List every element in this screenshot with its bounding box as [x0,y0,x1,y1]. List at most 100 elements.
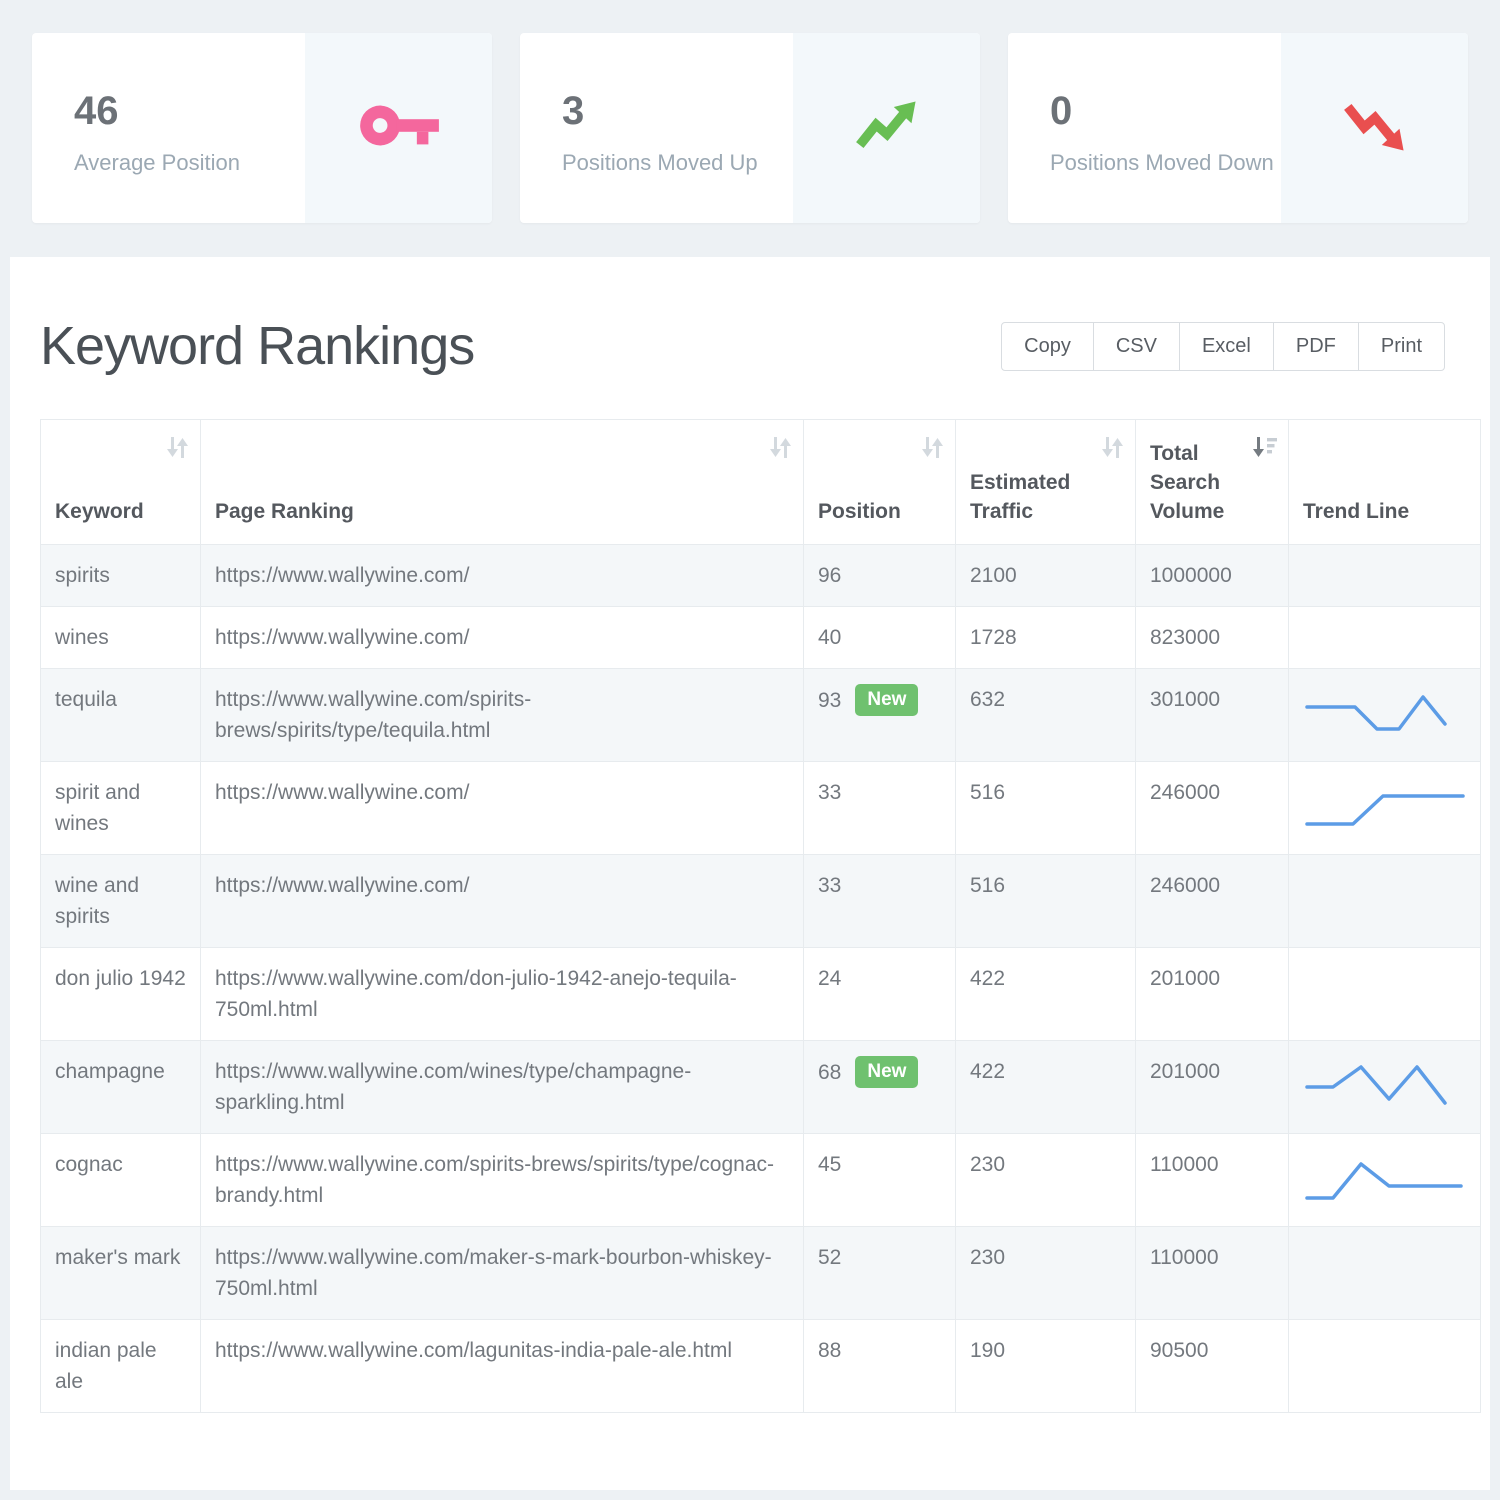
card-icon-section [305,33,492,223]
keyword-cell: cognac [40,1133,201,1227]
page-ranking-cell: https://www.wallywine.com/spirits-brews/… [200,1133,804,1227]
page-ranking-cell: https://www.wallywine.com/spirits-brews/… [200,668,804,762]
column-header-page-ranking[interactable]: Page Ranking [200,419,804,545]
page-ranking-cell: https://www.wallywine.com/don-julio-1942… [200,947,804,1041]
column-header-keyword[interactable]: Keyword [40,419,201,545]
position-cell: 52 [803,1226,956,1320]
keyword-cell: champagne [40,1040,201,1134]
column-header-total-search-volume[interactable]: Total Search Volume [1135,419,1289,545]
position-cell: 93 New [803,668,956,762]
panel-header: Keyword Rankings Copy CSV Excel PDF Prin… [10,257,1490,377]
position-cell: 40 [803,606,956,669]
page-ranking-cell: https://www.wallywine.com/ [200,761,804,855]
position-cell: 24 [803,947,956,1041]
card-icon-section [1281,33,1468,223]
keyword-cell: tequila [40,668,201,762]
search-volume-cell: 301000 [1135,668,1289,762]
position-cell: 45 [803,1133,956,1227]
position-cell: 96 [803,544,956,607]
trend-cell [1288,1133,1481,1227]
search-volume-cell: 823000 [1135,606,1289,669]
trend-cell [1288,947,1481,1041]
column-header-estimated-traffic[interactable]: Estimated Traffic [955,419,1136,545]
excel-button[interactable]: Excel [1178,321,1274,371]
page-ranking-cell: https://www.wallywine.com/lagunitas-indi… [200,1319,804,1413]
average-position-value: 46 [74,89,119,133]
keyword-cell: indian pale ale [40,1319,201,1413]
table-row: tequila https://www.wallywine.com/spirit… [40,668,1481,762]
card-positions-moved-down: 0 Positions Moved Down [1008,33,1468,223]
keyword-rankings-panel: Keyword Rankings Copy CSV Excel PDF Prin… [10,257,1490,1490]
csv-button[interactable]: CSV [1092,321,1180,371]
card-icon-section [793,33,980,223]
trend-down-icon [1341,92,1409,165]
keyword-rankings-table: Keyword Page Ranking [40,419,1481,1413]
trend-cell [1288,761,1481,855]
estimated-traffic-cell: 230 [955,1133,1136,1227]
print-button[interactable]: Print [1357,321,1445,371]
keyword-cell: maker's mark [40,1226,201,1320]
stat-cards: 46 Average Position 3 Positions Moved Up [0,0,1500,223]
table-row: wines https://www.wallywine.com/ 40 1728… [40,606,1481,669]
trend-sparkline [1305,695,1447,731]
positions-up-label: Positions Moved Up [562,150,758,175]
keyword-cell: spirits [40,544,201,607]
estimated-traffic-cell: 230 [955,1226,1136,1320]
keyword-cell: don julio 1942 [40,947,201,1041]
table-body: spirits https://www.wallywine.com/ 96 21… [40,544,1481,1413]
estimated-traffic-cell: 190 [955,1319,1136,1413]
page-ranking-cell: https://www.wallywine.com/ [200,606,804,669]
card-positions-moved-up: 3 Positions Moved Up [520,33,980,223]
trend-cell [1288,1319,1481,1413]
search-volume-cell: 246000 [1135,761,1289,855]
export-button-group: Copy CSV Excel PDF Print [1001,321,1445,371]
sort-descending-active-icon [1251,436,1278,467]
table-row: spirits https://www.wallywine.com/ 96 21… [40,544,1481,607]
trend-cell [1288,1040,1481,1134]
column-header-position[interactable]: Position [803,419,956,545]
page-ranking-cell: https://www.wallywine.com/ [200,854,804,948]
sort-both-icon [768,436,793,467]
positions-down-value: 0 [1050,89,1073,133]
page-ranking-cell: https://www.wallywine.com/wines/type/cha… [200,1040,804,1134]
column-header-trend-line: Trend Line [1288,419,1481,545]
keyword-cell: wine and spirits [40,854,201,948]
copy-button[interactable]: Copy [1001,321,1094,371]
new-badge: New [855,684,919,716]
trend-cell [1288,544,1481,607]
keyword-cell: wines [40,606,201,669]
new-badge: New [855,1056,919,1088]
estimated-traffic-cell: 422 [955,1040,1136,1134]
estimated-traffic-cell: 516 [955,761,1136,855]
estimated-traffic-cell: 422 [955,947,1136,1041]
positions-up-value: 3 [562,89,585,133]
search-volume-cell: 110000 [1135,1226,1289,1320]
position-cell: 88 [803,1319,956,1413]
average-position-label: Average Position [74,150,240,175]
positions-down-label: Positions Moved Down [1050,150,1274,175]
search-volume-cell: 201000 [1135,1040,1289,1134]
table-row: spirit and wines https://www.wallywine.c… [40,761,1481,855]
trend-sparkline [1305,794,1465,826]
page-ranking-cell: https://www.wallywine.com/ [200,544,804,607]
position-cell: 33 [803,854,956,948]
position-cell: 68 New [803,1040,956,1134]
estimated-traffic-cell: 516 [955,854,1136,948]
search-volume-cell: 246000 [1135,854,1289,948]
trend-up-icon [853,92,921,165]
trend-cell [1288,668,1481,762]
table-row: don julio 1942 https://www.wallywine.com… [40,947,1481,1041]
trend-cell [1288,606,1481,669]
table-header-row: Keyword Page Ranking [40,419,1481,545]
table-row: champagne https://www.wallywine.com/wine… [40,1040,1481,1134]
pdf-button[interactable]: PDF [1272,321,1359,371]
table-row: wine and spirits https://www.wallywine.c… [40,854,1481,948]
search-volume-cell: 1000000 [1135,544,1289,607]
page-title: Keyword Rankings [40,316,475,376]
search-volume-cell: 110000 [1135,1133,1289,1227]
sort-both-icon [165,436,190,467]
search-volume-cell: 201000 [1135,947,1289,1041]
estimated-traffic-cell: 632 [955,668,1136,762]
trend-cell [1288,1226,1481,1320]
table-row: maker's mark https://www.wallywine.com/m… [40,1226,1481,1320]
